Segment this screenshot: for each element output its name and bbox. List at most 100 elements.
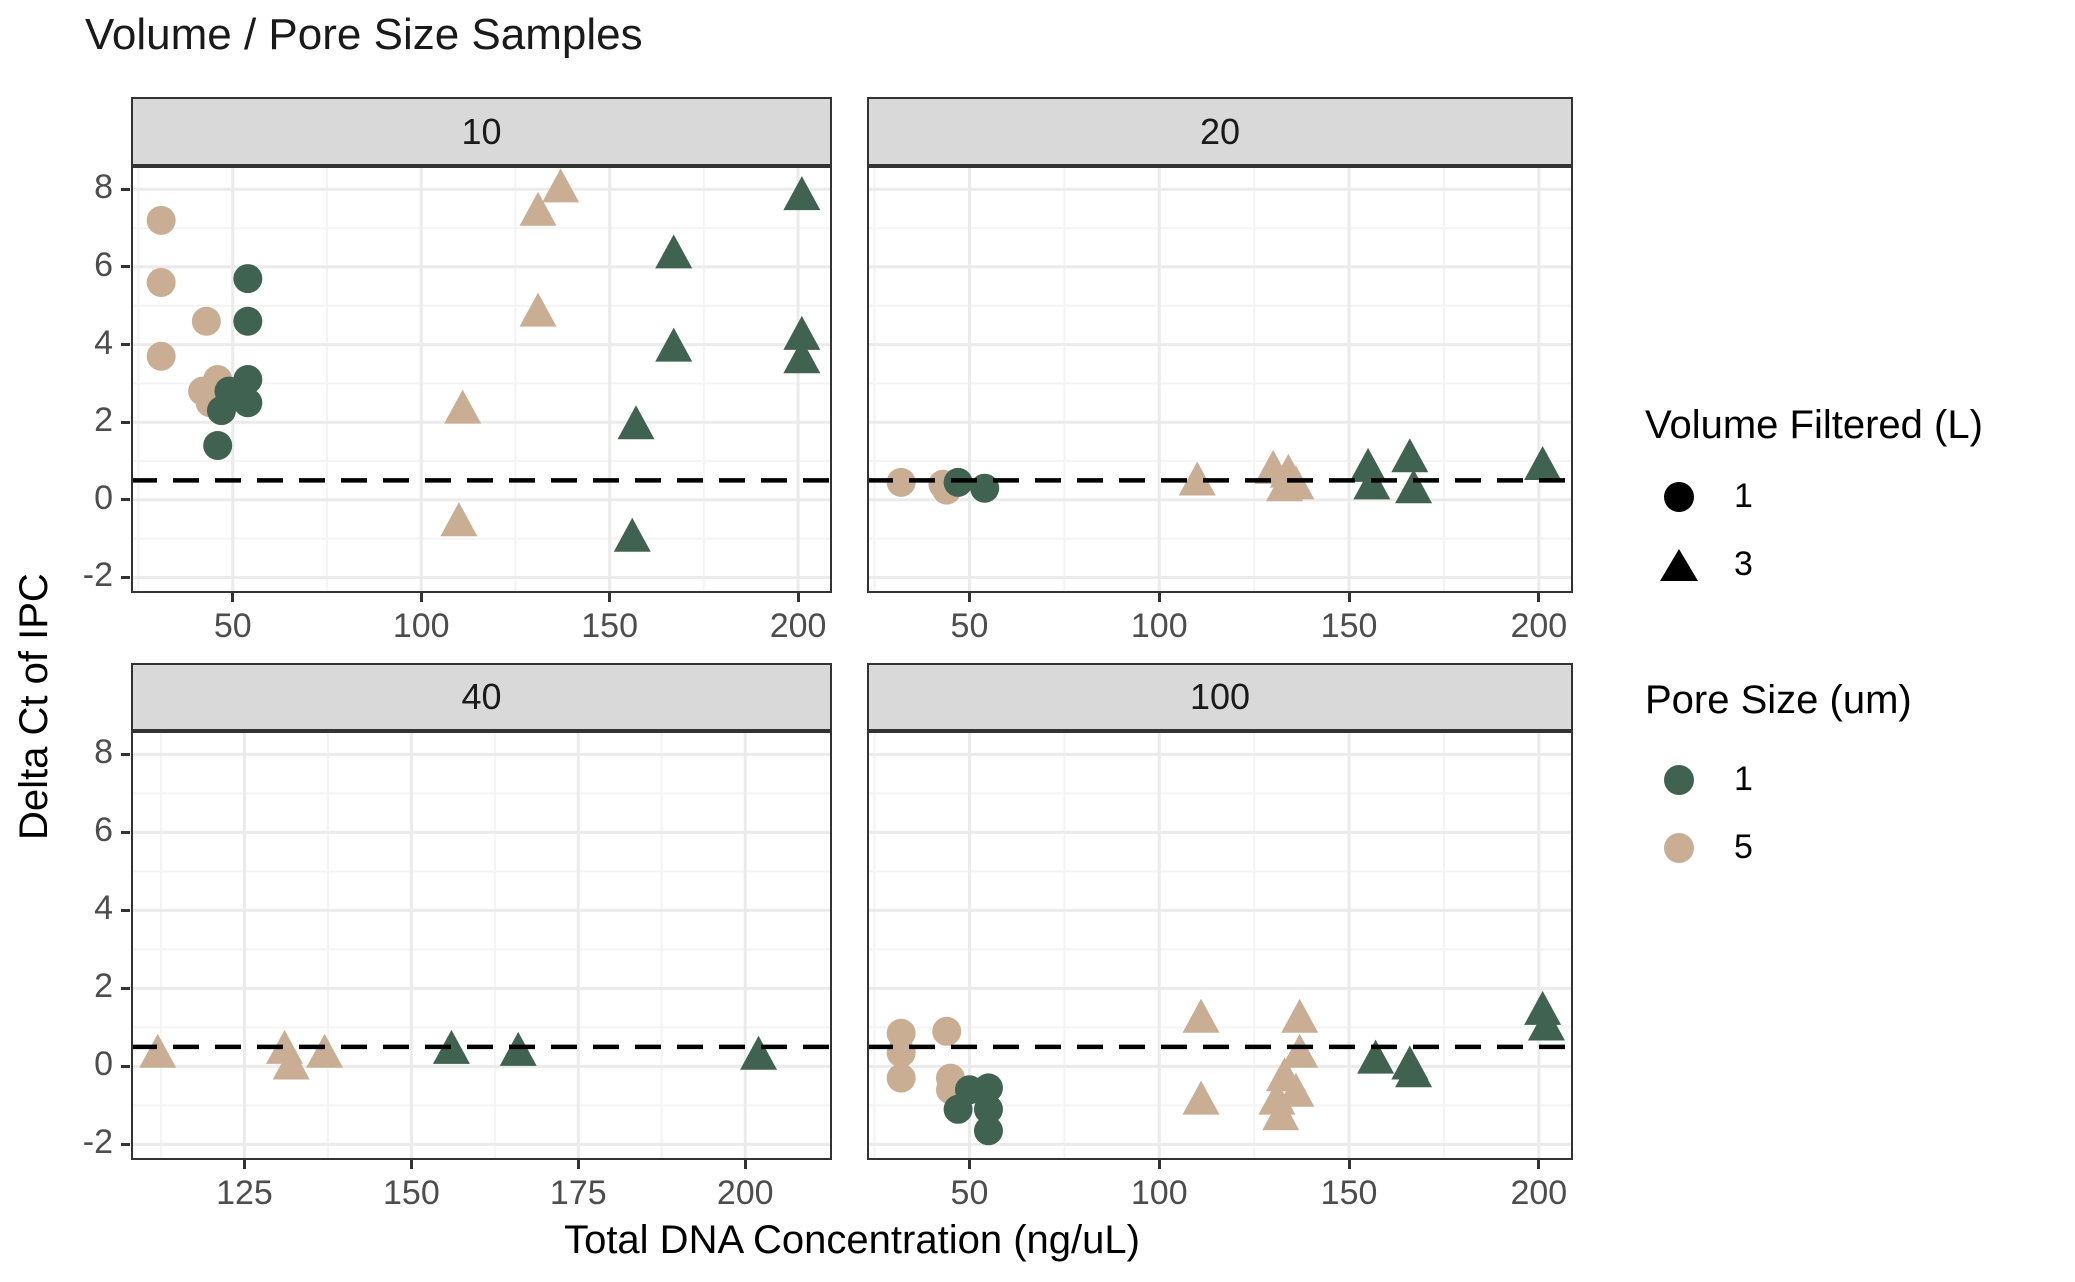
y-tick-mark <box>121 498 130 502</box>
x-tick-label: 200 <box>716 1174 774 1212</box>
x-tick-mark <box>1157 593 1161 602</box>
y-tick-mark <box>121 986 130 990</box>
data-point-pore1-vol1 <box>233 388 263 418</box>
x-tick-label: 150 <box>1320 1174 1378 1212</box>
data-point-pore1-vol1 <box>203 430 233 460</box>
panel-border <box>131 166 832 593</box>
x-tick-mark <box>608 593 612 602</box>
x-tick-mark <box>1347 1160 1351 1169</box>
x-tick-label: 150 <box>383 1174 440 1212</box>
x-tick-label: 50 <box>213 607 252 645</box>
x-tick-mark <box>576 1160 580 1169</box>
x-tick-mark <box>242 1160 246 1169</box>
data-point-pore1-vol3 <box>655 234 693 269</box>
legend-pore-title: Pore Size (um) <box>1645 678 1912 722</box>
y-tick-label: 8 <box>94 168 113 207</box>
data-point-pore5-vol3 <box>1258 1080 1296 1115</box>
x-tick-label: 100 <box>392 607 450 645</box>
data-point-pore1-vol3 <box>783 315 821 350</box>
x-tick-label: 200 <box>1510 607 1568 645</box>
legend-item-label: 1 <box>1734 760 1753 798</box>
data-point-pore5-vol3 <box>1262 1096 1300 1131</box>
y-tick-mark <box>121 187 130 191</box>
x-tick-mark <box>1537 1160 1541 1169</box>
y-tick-label: 0 <box>94 478 113 517</box>
x-tick-label: 150 <box>1320 607 1378 645</box>
data-point-pore5-vol3 <box>1281 998 1319 1033</box>
data-point-pore1-vol1 <box>973 1094 1003 1124</box>
x-tick-label: 50 <box>950 1174 989 1212</box>
facet-panel-20 <box>867 166 1573 593</box>
x-tick-mark <box>967 593 971 602</box>
data-point-pore5-vol3 <box>1281 1033 1319 1068</box>
y-axis-title: Delta Ct of IPC <box>12 573 56 840</box>
legend-item-label: 3 <box>1734 545 1753 583</box>
data-point-pore5-vol3 <box>1178 461 1216 496</box>
data-point-pore5-vol3 <box>440 502 478 537</box>
data-point-pore1-vol3 <box>1395 1053 1433 1088</box>
data-point-pore5-vol3 <box>519 191 557 226</box>
x-tick-label: 200 <box>769 607 827 645</box>
data-point-pore5-vol3 <box>1182 998 1220 1033</box>
x-tick-mark <box>409 1160 413 1169</box>
data-point-pore5-vol1 <box>146 205 176 235</box>
y-tick-label: -2 <box>82 1123 113 1162</box>
data-point-pore1-vol3 <box>1391 438 1429 473</box>
data-point-pore1-vol3 <box>655 327 693 362</box>
y-tick-mark <box>121 830 130 834</box>
data-point-pore5-vol1 <box>146 267 176 297</box>
y-tick-label: 2 <box>94 967 113 1006</box>
data-point-pore1-vol1 <box>233 264 263 294</box>
data-point-pore5-vol1 <box>886 467 916 497</box>
data-point-pore1-vol1 <box>970 473 1000 503</box>
panel-border <box>131 731 832 1160</box>
x-tick-mark <box>796 593 800 602</box>
x-tick-label: 200 <box>1510 1174 1568 1212</box>
data-point-pore1-vol3 <box>1524 445 1562 480</box>
data-point-pore1-vol3 <box>613 517 651 552</box>
y-tick-mark <box>121 752 130 756</box>
y-tick-mark <box>121 575 130 579</box>
data-point-pore1-vol3 <box>1524 990 1562 1025</box>
y-tick-label: 4 <box>94 889 113 928</box>
data-point-pore1-vol3 <box>432 1029 470 1064</box>
legend-volume-title: Volume Filtered (L) <box>1645 403 1983 447</box>
panel-border <box>867 166 1573 593</box>
x-tick-label: 125 <box>216 1174 273 1212</box>
data-point-pore1-vol3 <box>1349 447 1387 482</box>
facet-panel-100 <box>867 731 1573 1160</box>
y-tick-mark <box>121 1142 130 1146</box>
legend-item-label: 1 <box>1734 477 1753 515</box>
data-point-pore1-vol3 <box>1395 469 1433 504</box>
x-tick-mark <box>1157 1160 1161 1169</box>
data-point-pore1-vol3 <box>783 339 821 374</box>
data-point-pore5-vol3 <box>519 292 557 327</box>
data-point-pore5-vol3 <box>1182 1080 1220 1115</box>
pore-5-circle-icon <box>1664 832 1694 863</box>
y-tick-label: 6 <box>94 811 113 850</box>
legend-item-pore-1: 1 <box>1660 760 1753 799</box>
data-point-pore5-vol3 <box>306 1033 344 1068</box>
x-tick-label: 50 <box>950 607 989 645</box>
y-tick-mark <box>121 343 130 347</box>
data-point-pore5-vol1 <box>886 1063 916 1093</box>
page-title: Volume / Pore Size Samples <box>85 10 643 59</box>
x-tick-mark <box>743 1160 747 1169</box>
facet-strip-20: 20 <box>867 97 1573 166</box>
x-tick-mark <box>1537 593 1541 602</box>
data-point-pore1-vol3 <box>617 405 655 440</box>
x-tick-mark <box>967 1160 971 1169</box>
y-tick-mark <box>121 908 130 912</box>
panel-border <box>867 731 1573 1160</box>
data-point-pore1-vol3 <box>1357 1039 1395 1074</box>
facet-strip-10: 10 <box>131 97 832 166</box>
data-point-pore5-vol3 <box>1277 1072 1315 1107</box>
data-point-pore5-vol3 <box>272 1045 310 1080</box>
y-tick-label: -2 <box>82 556 113 595</box>
data-point-pore5-vol3 <box>139 1033 177 1068</box>
pore-1-circle-icon <box>1664 764 1694 795</box>
data-point-pore1-vol3 <box>1527 1006 1565 1041</box>
data-point-pore1-vol1 <box>233 306 263 336</box>
data-point-pore5-vol3 <box>444 389 482 424</box>
